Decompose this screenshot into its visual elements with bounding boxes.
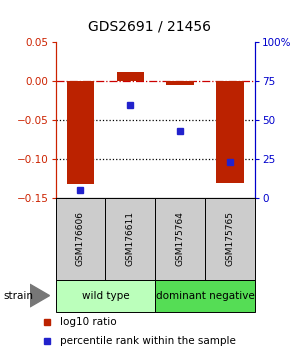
Bar: [155, 280, 255, 312]
Text: GDS2691 / 21456: GDS2691 / 21456: [88, 19, 212, 34]
Polygon shape: [30, 284, 50, 307]
Bar: [205, 198, 255, 280]
Bar: [216, 81, 244, 183]
Text: log10 ratio: log10 ratio: [60, 318, 116, 327]
Text: GSM175764: GSM175764: [176, 211, 185, 267]
Bar: [56, 198, 105, 280]
Text: wild type: wild type: [82, 291, 129, 301]
Bar: [105, 198, 155, 280]
Text: dominant negative: dominant negative: [156, 291, 254, 301]
Bar: [167, 81, 194, 85]
Text: GSM176611: GSM176611: [126, 211, 135, 267]
Text: GSM175765: GSM175765: [226, 211, 235, 267]
Bar: [67, 81, 94, 184]
Bar: [56, 280, 155, 312]
Text: GSM176606: GSM176606: [76, 211, 85, 267]
Bar: [117, 72, 144, 81]
Text: percentile rank within the sample: percentile rank within the sample: [60, 336, 236, 346]
Bar: [155, 198, 205, 280]
Text: strain: strain: [3, 291, 33, 301]
